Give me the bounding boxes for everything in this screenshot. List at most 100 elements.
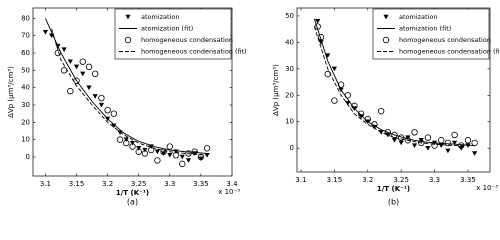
- circle-marker: [377, 107, 385, 115]
- circle-marker: [464, 137, 472, 144]
- triangle-marker: [98, 102, 105, 108]
- circle-marker: [384, 129, 392, 136]
- y-tick-label: 20: [285, 91, 294, 99]
- circle-marker: [166, 143, 174, 150]
- triangle-marker: [179, 154, 185, 160]
- triangle-marker: [61, 47, 67, 52]
- triangle-marker: [167, 153, 173, 158]
- x-tick-label: 3.35: [460, 176, 476, 184]
- y-tick-label: 30: [285, 65, 294, 73]
- legend-label: homogeneous condensation (fit): [399, 48, 500, 56]
- y-tick-label: 20: [21, 118, 30, 126]
- legend-marker: [383, 14, 389, 20]
- circle-marker: [471, 139, 478, 147]
- legend-label: homogeneous condensation: [399, 36, 491, 44]
- x-tick-label: 3.3: [164, 180, 175, 188]
- legend-label: atomization: [141, 13, 180, 21]
- legend-label: homogeneous condensation: [141, 36, 233, 44]
- circle-marker: [351, 102, 358, 110]
- x-tick-label: 3.25: [131, 180, 147, 188]
- fit-line: [313, 18, 475, 146]
- triangle-marker: [80, 71, 86, 77]
- triangle-marker: [111, 123, 117, 129]
- triangle-marker: [154, 149, 160, 155]
- y-tick-label: 10: [285, 118, 294, 126]
- circle-marker: [110, 110, 118, 117]
- caption: (b): [388, 198, 399, 207]
- circle-marker: [79, 58, 86, 65]
- triangle-marker: [123, 137, 129, 143]
- x-tick-label: 3.1: [295, 176, 306, 184]
- legend-label: atomization (fit): [399, 25, 451, 33]
- circle-marker: [154, 157, 161, 164]
- legend-marker: [382, 36, 390, 44]
- y-tick-label: 40: [21, 84, 30, 92]
- y-tick-label: 30: [21, 101, 30, 109]
- x-axis-label: 1/T (K⁻¹): [116, 189, 149, 197]
- circle-marker: [371, 121, 378, 128]
- circle-marker: [185, 150, 192, 157]
- circle-marker: [317, 33, 325, 41]
- triangle-marker: [472, 151, 478, 156]
- fit-line: [45, 18, 208, 154]
- x-tick-label: 3.35: [193, 180, 209, 188]
- legend-label: atomization: [399, 13, 438, 21]
- y-tick-label: 70: [21, 32, 30, 40]
- x-multiplier: x 10⁻³: [218, 188, 240, 196]
- circle-marker: [438, 137, 445, 144]
- circle-marker: [404, 137, 412, 144]
- circle-marker: [391, 131, 398, 139]
- triangle-marker: [318, 40, 324, 45]
- triangle-marker: [345, 101, 351, 106]
- y-tick-label: 50: [285, 12, 294, 20]
- circle-marker: [104, 106, 111, 114]
- y-tick-label: 80: [21, 14, 30, 22]
- x-axis-label: 1/T (K⁻¹): [377, 185, 410, 193]
- circle-marker: [203, 145, 211, 152]
- circle-marker: [364, 115, 371, 123]
- circle-marker: [160, 148, 167, 155]
- x-multiplier: x 10⁻³: [476, 184, 498, 192]
- triangle-marker: [315, 19, 321, 24]
- circle-marker: [67, 87, 74, 95]
- x-tick-label: 3.4: [226, 180, 238, 188]
- circle-marker: [135, 148, 142, 155]
- triangle-marker: [331, 66, 337, 72]
- y-tick-label: 0: [26, 153, 30, 161]
- circle-marker: [331, 97, 338, 104]
- triangle-marker: [67, 59, 73, 65]
- caption: (a): [127, 198, 138, 207]
- x-tick-label: 3.3: [429, 176, 440, 184]
- circle-marker: [397, 134, 405, 141]
- circle-marker: [54, 49, 62, 57]
- triangle-marker: [129, 140, 136, 146]
- triangle-marker: [452, 140, 458, 146]
- plot-area: [296, 7, 491, 173]
- triangle-marker: [445, 148, 451, 154]
- circle-marker: [424, 134, 432, 141]
- circle-marker: [344, 92, 351, 99]
- triangle-marker: [198, 156, 204, 162]
- triangle-marker: [142, 147, 148, 153]
- triangle-marker: [325, 53, 331, 59]
- y-tick-label: 60: [21, 49, 30, 57]
- y-tick-label: 10: [21, 136, 30, 144]
- circle-marker: [357, 110, 365, 118]
- triangle-marker: [136, 146, 142, 151]
- legend-label: atomization (fit): [141, 25, 193, 33]
- circle-marker: [85, 63, 93, 71]
- triangle-marker: [438, 143, 444, 148]
- legend-box: [114, 8, 232, 60]
- triangle-marker: [398, 140, 404, 146]
- x-tick-label: 3.2: [102, 180, 113, 188]
- figure: 3.1 3.15 3.2 3.25 3.3 3.35 3.4 0 10 20 30 40 50 60 70 8…: [7, 7, 500, 207]
- legend-label: homogeneous condensation (fit): [141, 48, 247, 56]
- circle-marker: [444, 139, 452, 147]
- triangle-marker: [411, 143, 418, 148]
- circle-marker: [116, 136, 124, 143]
- legend-marker: [124, 36, 132, 44]
- triangle-marker: [425, 145, 431, 151]
- circle-marker: [418, 139, 425, 147]
- x-tick-label: 3.15: [327, 176, 343, 184]
- circle-marker: [337, 81, 345, 88]
